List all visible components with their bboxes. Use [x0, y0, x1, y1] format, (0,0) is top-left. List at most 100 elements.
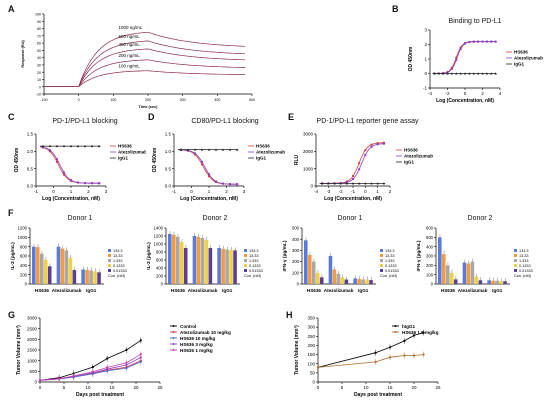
- bar: [438, 237, 442, 284]
- x-tick-label: 400: [214, 98, 220, 102]
- data-point: [468, 41, 471, 44]
- series-line: [178, 149, 239, 185]
- y-tick-label: 500: [426, 235, 434, 240]
- y-tick-label: 600: [156, 258, 164, 263]
- bar: [39, 253, 44, 284]
- data-point: [235, 148, 239, 151]
- data-point: [97, 144, 101, 148]
- data-point: [70, 179, 72, 182]
- legend-label: HS636 1 mg/kg: [180, 348, 213, 353]
- y-tick-label: 200: [156, 274, 164, 279]
- bar: [97, 272, 101, 284]
- data-point: [186, 148, 190, 151]
- y-tick-label: 0.5: [27, 166, 34, 171]
- legend-label: 13.33: [249, 254, 259, 258]
- panel-c-title: PD-1/PD-L1 blocking: [52, 118, 118, 125]
- legend-marker: [172, 325, 175, 327]
- y-tick-label: 600: [426, 226, 434, 231]
- data-point: [485, 40, 488, 43]
- legend-label: Atezolizumab: [256, 150, 285, 155]
- x-axis-label: Days post treatment: [354, 392, 402, 398]
- y-axis-label: OD 450nm: [152, 147, 158, 172]
- legend-label: IgG1: [514, 62, 524, 67]
- legend-label: 0.01333: [385, 269, 399, 273]
- chart-e-reporter-assay: 0 1000 2000 3000 -4 -3 -2 -1 0 1 2 Log (Concentrati…: [294, 132, 433, 202]
- data-point: [459, 47, 462, 50]
- bar: [328, 256, 333, 284]
- panel-f-donor2-il2-title: Donor 2: [202, 215, 228, 222]
- chart-f-il2-donor2: 0 200 400 600 800 1000 1200 1400 IL-2 (pg/mL) HS6…: [146, 226, 263, 293]
- legend-swatch: [244, 269, 247, 272]
- bar: [466, 263, 471, 284]
- bar: [43, 259, 48, 284]
- legend-unit: Con. (nM): [244, 274, 262, 278]
- series-line: [319, 142, 386, 184]
- data-point: [320, 182, 324, 185]
- data-point: [477, 40, 480, 43]
- y-tick-label: 100: [35, 13, 41, 17]
- legend-label: Atezolizumab: [514, 56, 543, 61]
- panel-letter-c: C: [8, 112, 15, 122]
- data-point: [357, 182, 361, 185]
- data-point: [351, 174, 355, 178]
- y-tick-label: 30: [37, 64, 41, 68]
- y-axis-label: RLU: [294, 154, 300, 165]
- data-point: [364, 148, 367, 152]
- y-tick-label: 1000: [154, 242, 164, 247]
- bar: [361, 279, 365, 284]
- bar: [175, 236, 180, 284]
- legend-swatch: [380, 249, 383, 252]
- category-label: Atezolizumab: [52, 288, 82, 293]
- data-point: [63, 171, 65, 174]
- legend-unit: Con. (nM): [514, 274, 532, 278]
- chart-f-il2-donor1: 0 200 400 600 800 1000 1200 IL-2 (pg/mL) HS636 At…: [10, 226, 127, 293]
- bar: [64, 250, 69, 284]
- y-tick-label: 300: [292, 248, 300, 253]
- x-axis-label: Time (sec): [139, 105, 158, 109]
- data-point: [433, 72, 436, 75]
- legend-swatch: [514, 264, 517, 267]
- x-tick-label: 0: [52, 189, 55, 194]
- bar: [208, 248, 213, 284]
- data-point: [364, 154, 367, 157]
- data-point: [370, 145, 373, 148]
- series-line: [432, 41, 497, 74]
- y-tick-label: 0: [34, 380, 37, 385]
- series-label: 100 ng/mL: [119, 64, 141, 69]
- data-point: [90, 144, 94, 148]
- data-point: [352, 178, 354, 181]
- chart-h-tumor-volume: 0 50 100 150 200 250 300 350 0 5 10 15 20 25 Days post…: [294, 316, 441, 398]
- data-point: [48, 144, 52, 148]
- legend-label: 0.01333: [519, 269, 533, 273]
- y-tick-label: 40: [37, 56, 41, 60]
- legend-swatch: [380, 254, 383, 257]
- panel-letter-e: E: [288, 112, 295, 122]
- bar: [307, 254, 312, 284]
- x-tick-label: 200: [145, 98, 151, 102]
- data-point: [485, 72, 489, 75]
- legend-marker: [394, 325, 397, 327]
- bar: [32, 246, 36, 284]
- data-point: [228, 148, 232, 151]
- x-tick-label: 1: [208, 189, 211, 194]
- legend-marker: [172, 331, 175, 333]
- legend-swatch: [514, 249, 517, 252]
- bar: [369, 280, 373, 284]
- bar: [217, 248, 221, 284]
- panel-f-donor2-ifn-title: Donor 2: [467, 215, 493, 222]
- data-point: [84, 182, 86, 185]
- y-tick-label: 0: [424, 71, 427, 76]
- legend-label: Atezolizumab: [118, 150, 146, 155]
- data-point: [55, 160, 59, 164]
- bar: [449, 272, 454, 284]
- category-label: HS636: [307, 288, 321, 293]
- y-tick-label: 400: [156, 266, 164, 271]
- x-tick-label: 3: [105, 189, 108, 194]
- bar: [353, 278, 357, 284]
- panel-letter-f: F: [8, 208, 14, 218]
- legend-unit: Con. (nM): [380, 274, 398, 278]
- series-line: [44, 40, 246, 88]
- x-axis-label: Log (Concentration, nM): [324, 196, 382, 202]
- data-point: [358, 168, 361, 171]
- category-label: IgG1: [222, 288, 233, 293]
